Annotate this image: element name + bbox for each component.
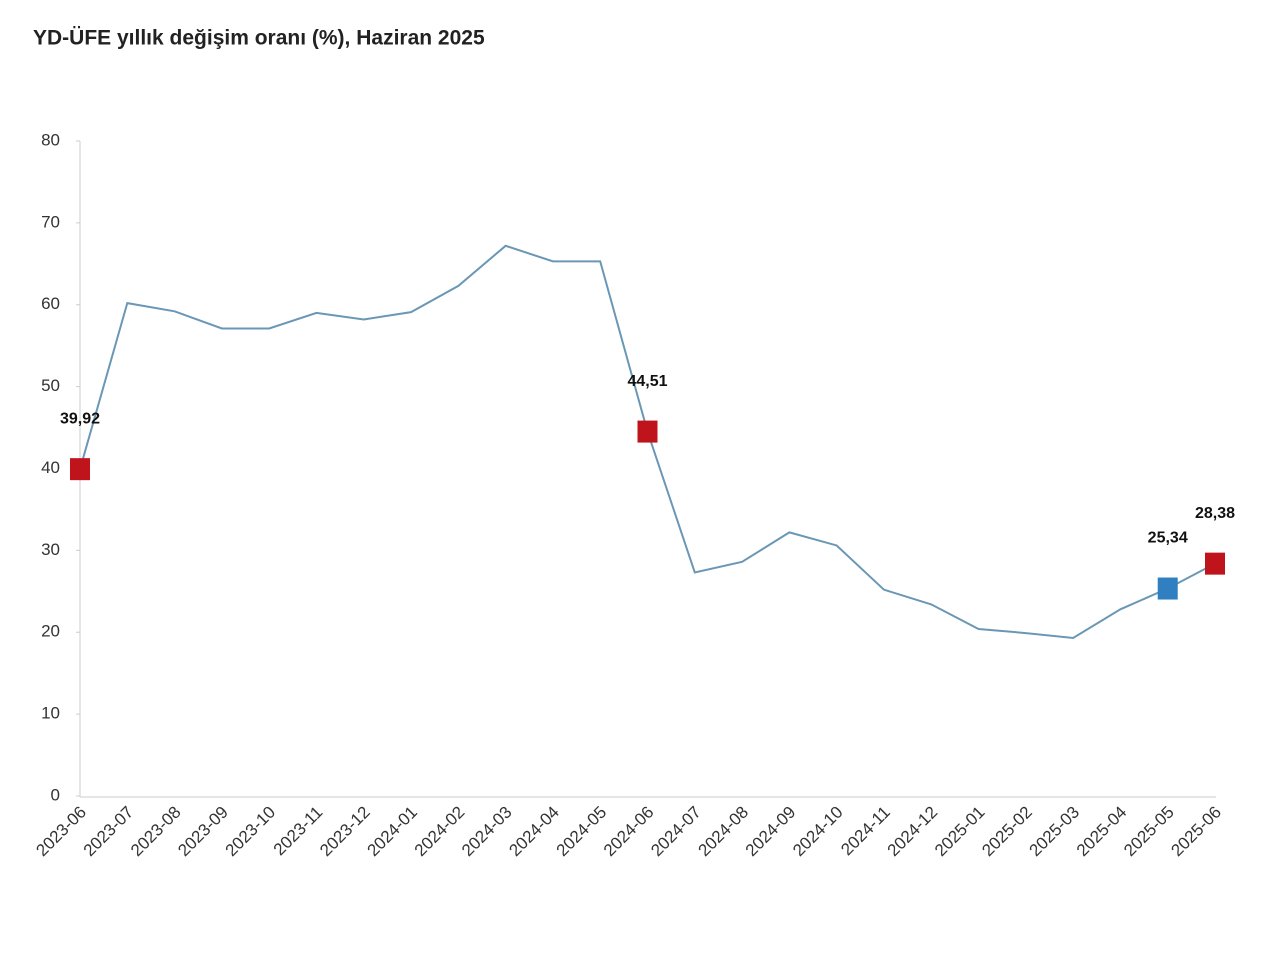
marker: [637, 420, 658, 443]
y-tick-label: 40: [41, 458, 60, 477]
x-tick-label: 2023-06: [32, 803, 90, 861]
x-tick-label: 2024-04: [505, 803, 563, 861]
x-tick-label: 2025-02: [978, 803, 1036, 861]
y-tick-label: 0: [51, 785, 60, 804]
y-tick-label: 70: [41, 212, 60, 231]
x-tick-label: 2024-11: [837, 803, 894, 860]
x-tick-label: 2024-07: [647, 803, 705, 861]
x-tick-label: 2024-08: [695, 803, 753, 861]
x-tick-label: 2023-12: [316, 803, 374, 861]
data-label: 39,92: [60, 410, 100, 427]
x-tick-label: 2025-06: [1167, 803, 1225, 861]
marker: [1157, 577, 1178, 600]
marker: [70, 458, 90, 481]
x-tick-label: 2024-10: [789, 803, 847, 861]
x-tick-label: 2025-04: [1073, 803, 1131, 861]
chart-title: YD-ÜFE yıllık değişim oranı (%), Haziran…: [33, 27, 485, 50]
y-tick-label: 80: [41, 130, 60, 149]
y-tick-label: 20: [41, 622, 60, 641]
x-tick-label: 2024-01: [363, 803, 421, 861]
x-tick-label: 2023-08: [127, 803, 185, 861]
y-tick-label: 50: [41, 376, 60, 395]
marker: [1205, 552, 1225, 575]
x-tick-label: 2024-12: [884, 803, 942, 861]
y-tick-label: 60: [41, 294, 60, 313]
data-label: 44,51: [627, 373, 667, 390]
x-tick-label: 2023-07: [80, 803, 138, 861]
x-tick-label: 2024-05: [553, 803, 611, 861]
x-tick-label: 2023-10: [222, 803, 280, 861]
x-tick-label: 2024-06: [600, 803, 658, 861]
x-tick-label: 2024-09: [742, 803, 800, 861]
data-label: 25,34: [1148, 530, 1188, 547]
x-tick-label: 2024-03: [458, 803, 516, 861]
x-tick-label: 2024-02: [411, 803, 469, 861]
x-tick-label: 2025-03: [1026, 803, 1084, 861]
y-tick-label: 10: [41, 704, 60, 723]
x-tick-label: 2025-01: [931, 803, 989, 861]
x-tick-label: 2023-11: [270, 803, 327, 860]
data-label: 28,38: [1195, 505, 1235, 522]
y-tick-label: 30: [41, 540, 60, 559]
x-tick-label: 2023-09: [174, 803, 232, 861]
x-tick-label: 2025-05: [1120, 803, 1178, 861]
